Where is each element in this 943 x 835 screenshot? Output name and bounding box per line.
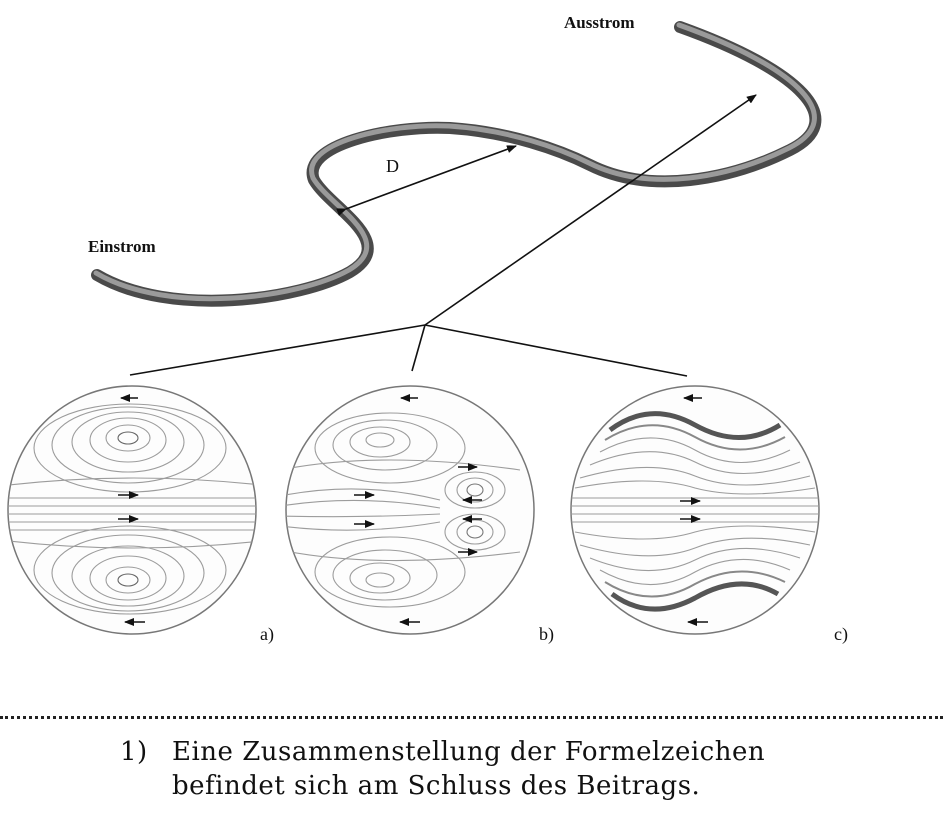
cross-section-c: c) — [570, 385, 848, 645]
inflow-label: Einstrom — [88, 237, 156, 256]
cross-section-a: a) — [7, 385, 274, 645]
panel-a-label: a) — [260, 624, 274, 645]
flow-arrows-c — [680, 394, 708, 626]
distance-arrow — [336, 145, 517, 216]
serpentine-pipe — [91, 21, 822, 307]
flow-arrows-b — [354, 394, 482, 626]
footnote-line-1: Eine Zusammenstellung der Formelzeichen — [172, 737, 766, 767]
dotted-separator — [0, 716, 943, 719]
footnote-line-2: befindet sich am Schluss des Beitrags. — [172, 771, 701, 801]
cross-section-b: b) — [285, 385, 554, 645]
footnote-text: Eine Zusammenstellung der Formelzeichen … — [172, 735, 765, 803]
flow-arrows-a — [118, 394, 145, 626]
section-pointer-arrow — [424, 94, 757, 326]
panel-c-label: c) — [834, 624, 848, 645]
panel-b-label: b) — [539, 624, 554, 645]
footnote-number: 1) — [120, 737, 148, 767]
distance-label: D — [386, 156, 399, 176]
outflow-label: Ausstrom — [564, 13, 635, 32]
fan-lines — [129, 324, 688, 377]
